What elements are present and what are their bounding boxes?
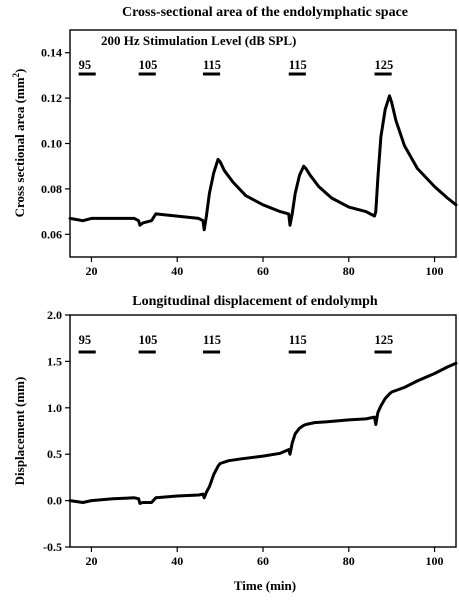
bottom-y-tick-label: -0.5 [43, 540, 62, 554]
bottom-series-line [68, 361, 458, 505]
top-y-tick-label: 0.06 [41, 227, 62, 241]
top-x-tick-label: 20 [85, 264, 97, 278]
bottom-x-axis-label: Time (min) [234, 578, 296, 593]
bottom-stimulus-label: 125 [375, 333, 394, 347]
bottom-x-tick-label: 20 [85, 554, 97, 568]
top-y-tick-label: 0.08 [41, 182, 62, 196]
top-x-tick-label: 60 [257, 264, 269, 278]
top-y-tick-label: 0.12 [41, 91, 62, 105]
bottom-stimulus-label: 115 [289, 333, 307, 347]
top-x-tick-label: 100 [426, 264, 444, 278]
top-x-tick-label: 40 [171, 264, 183, 278]
top-title: Cross-sectional area of the endolymphati… [122, 5, 408, 20]
stimulation-header: 200 Hz Stimulation Level (dB SPL) [101, 33, 296, 48]
bottom-x-tick-label: 100 [426, 554, 444, 568]
bottom-stimulus-label: 105 [139, 333, 158, 347]
bottom-x-tick-label: 40 [171, 554, 183, 568]
bottom-stimulus-label: 115 [203, 333, 221, 347]
top-stimulus-label: 105 [139, 58, 158, 72]
top-plot-frame [69, 29, 457, 258]
panel-displacement: Longitudinal displacement of endolymph D… [12, 294, 458, 593]
bottom-title: Longitudinal displacement of endolymph [132, 294, 378, 309]
bottom-x-tick-label: 80 [343, 554, 355, 568]
bottom-y-axis-label: Displacement (mm) [12, 377, 27, 486]
bottom-y-tick-label: 1.5 [47, 354, 62, 368]
bottom-plot-frame [69, 314, 457, 548]
bottom-stimulus-label: 95 [79, 333, 92, 347]
bottom-y-tick-label: 2.0 [47, 308, 62, 322]
top-stimulus-label: 95 [79, 58, 92, 72]
top-y-tick-label: 0.10 [41, 137, 62, 151]
top-y-tick-label: 0.14 [41, 46, 62, 60]
top-series-line [68, 94, 458, 232]
bottom-y-tick-label: 0.0 [47, 494, 62, 508]
panel-cross-sectional-area: Cross-sectional area of the endolymphati… [11, 5, 458, 278]
top-x-tick-label: 80 [343, 264, 355, 278]
bottom-x-tick-label: 60 [257, 554, 269, 568]
top-stimulus-label: 115 [289, 58, 307, 72]
top-y-axis-label: Cross sectional area (mm2) [11, 69, 27, 218]
bottom-y-tick-label: 0.5 [47, 447, 62, 461]
bottom-y-tick-label: 1.0 [47, 401, 62, 415]
top-stimulus-label: 115 [203, 58, 221, 72]
top-stimulus-label: 125 [375, 58, 394, 72]
